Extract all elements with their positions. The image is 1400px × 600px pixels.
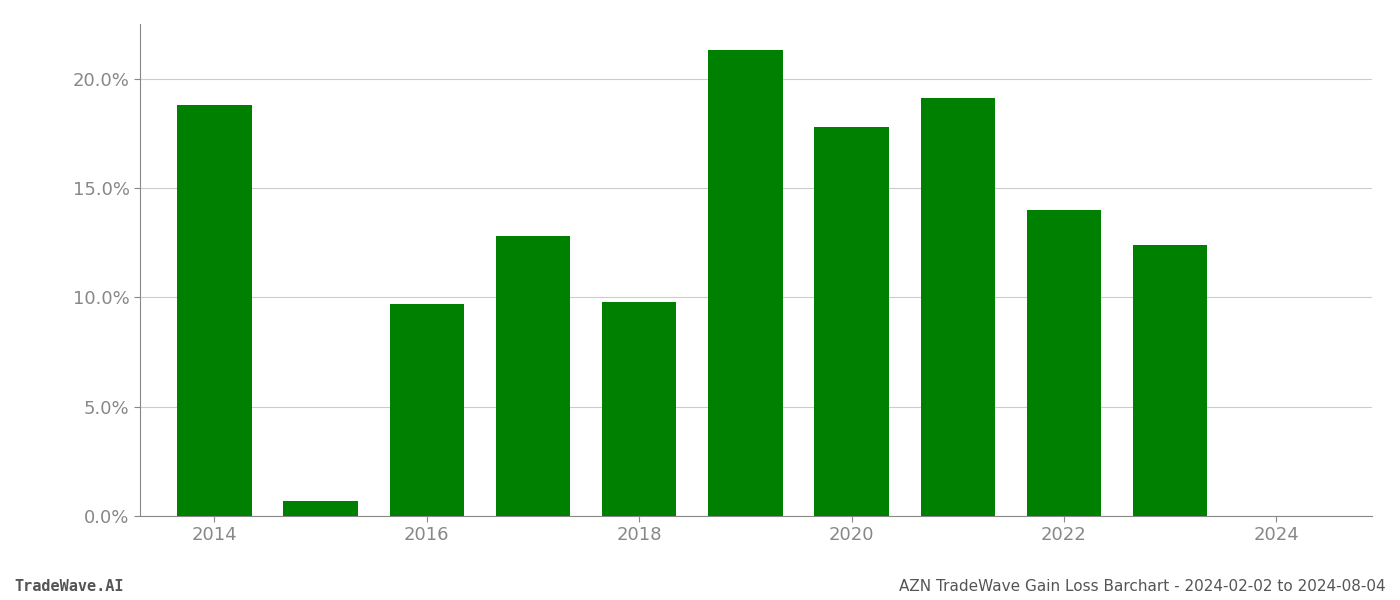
Bar xyxy=(1026,210,1102,516)
Text: AZN TradeWave Gain Loss Barchart - 2024-02-02 to 2024-08-04: AZN TradeWave Gain Loss Barchart - 2024-… xyxy=(899,579,1386,594)
Bar xyxy=(708,50,783,516)
Bar xyxy=(1133,245,1207,516)
Bar xyxy=(178,105,252,516)
Bar xyxy=(283,500,358,516)
Bar xyxy=(815,127,889,516)
Text: TradeWave.AI: TradeWave.AI xyxy=(14,579,123,594)
Bar xyxy=(496,236,570,516)
Bar xyxy=(602,302,676,516)
Bar xyxy=(389,304,463,516)
Bar xyxy=(921,98,995,516)
